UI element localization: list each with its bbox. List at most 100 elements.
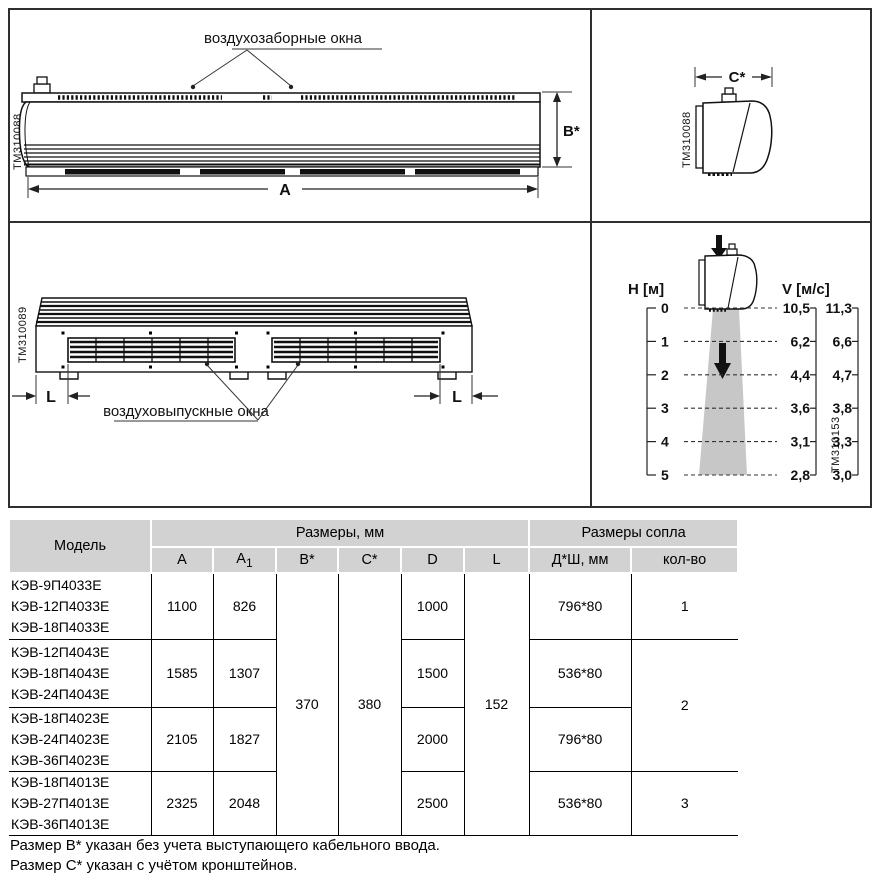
height-bracket [646,307,656,476]
drawings-box: TM310088 воздухозаборные окна [8,8,872,508]
col-header-nozzle-count: кол-во [630,546,740,574]
nozzle-cell: 536*80 [528,639,632,708]
svg-text:11,3: 11,3 [826,300,853,316]
tm-code-velocity: TM310153 [830,416,842,473]
nozzle-cell: 536*80 [528,771,632,836]
bottom-view-drawing: TM310089 [12,297,498,422]
b-cell: 370 [275,573,339,836]
velocity-scale-2: 11,3 6,6 4,7 3,8 3,3 3,0 [826,300,853,483]
count-cell: 2 [630,639,739,772]
tm-code-side: TM310088 [681,111,693,168]
col-header-b: B* [275,546,339,574]
count-cell: 1 [630,573,739,640]
nozzle-cell: 796*80 [528,707,632,772]
table-row-group-4: КЭВ-18П4013Е КЭВ-27П4013Е КЭВ-36П4013Е 2… [9,771,739,836]
outlet-leader-lines [114,364,299,422]
model-cell: КЭВ-12П4043Е КЭВ-18П4043Е КЭВ-24П4043Е [9,639,152,708]
mounting-dots [61,331,445,369]
a-cell: 1585 [150,639,214,708]
outlet-grille-right [271,337,441,363]
count-cell: 3 [630,771,739,836]
unit-mini-drawing [698,235,758,312]
intake-windows-label: воздухозаборные окна [204,30,363,47]
svg-text:3,0: 3,0 [833,467,853,483]
svg-text:0: 0 [661,300,669,316]
model-cell: КЭВ-18П4023Е КЭВ-24П4023Е КЭВ-36П4023Е [9,707,152,772]
col-group-dimensions: Размеры, мм [149,518,531,548]
air-stream-cone [699,309,747,475]
svg-text:6,2: 6,2 [791,333,811,349]
svg-text:5: 5 [661,467,669,483]
svg-text:4,4: 4,4 [791,367,811,383]
model-cell: КЭВ-18П4013Е КЭВ-27П4013Е КЭВ-36П4013Е [9,771,152,836]
svg-text:2,8: 2,8 [791,467,811,483]
footnote-c: Размер C* указан с учётом кронштейнов. [10,857,298,874]
svg-text:3,1: 3,1 [791,434,811,450]
svg-text:3,6: 3,6 [791,400,811,416]
side-view-drawing: TM310088 C* [681,67,773,176]
col-header-a1: A1 [212,546,277,574]
svg-text:2: 2 [661,367,669,383]
col-group-nozzle: Размеры сопла [528,518,740,548]
dim-b: B* [542,91,580,168]
dim-a-label: A [279,182,291,199]
bottom-feet [65,169,520,175]
col-header-nozzle-size: Д*Ш, мм [528,546,633,574]
velocity-diagram: H [м] V [м/с] [628,235,859,483]
a-cell: 2105 [150,707,214,772]
footnote-b: Размер B* указан без учета выступающего … [10,837,440,854]
leader-dot [295,361,301,367]
col-header-c: C* [337,546,402,574]
svg-text:1: 1 [661,333,669,349]
front-ridges [24,144,540,166]
vertical-divider [590,10,592,506]
d-cell: 1500 [400,639,465,708]
a1-cell: 1307 [212,639,277,708]
nozzle-cell: 796*80 [528,573,632,640]
outlet-windows-label: воздуховыпускные окна [103,403,269,420]
svg-text:4,7: 4,7 [833,367,853,383]
leader-dot [288,84,294,90]
velocity-scale-1: 10,5 6,2 4,4 3,6 3,1 2,8 [783,300,810,483]
mounting-brackets [59,372,457,380]
level-dashed-lines [684,307,777,476]
outlet-grille-left [67,337,236,363]
d-cell: 1000 [400,573,465,640]
velocity-axis-label: V [м/с] [782,281,830,298]
model-cell: КЭВ-9П4033Е КЭВ-12П4033Е КЭВ-18П4033Е [9,573,152,640]
leader-dot [204,361,210,367]
col-header-l: L [462,546,531,574]
dim-c: C* [694,67,773,87]
svg-text:6,6: 6,6 [833,333,853,349]
svg-text:3,8: 3,8 [833,400,853,416]
dim-b-label: B* [563,123,580,140]
dim-l-left: L [12,364,90,406]
a-cell: 2325 [150,771,214,836]
intake-leader-lines [192,48,382,87]
dim-l-right-label: L [452,389,462,406]
a-cell: 1100 [150,573,214,640]
stream-arrow [714,343,731,379]
unit-front-body [18,76,541,177]
c-cell: 380 [337,573,402,836]
col-header-d: D [400,546,465,574]
table-row-group-3: КЭВ-18П4023Е КЭВ-24П4023Е КЭВ-36П4023Е 2… [9,707,738,772]
svg-text:4: 4 [661,434,669,450]
a1-cell: 826 [212,573,277,640]
svg-text:10,5: 10,5 [783,300,810,316]
leader-dot [190,84,196,90]
dim-l-right: L [414,364,498,406]
col-header-a: A [150,546,214,574]
velocity-bracket-2 [852,307,859,476]
height-scale: 0 1 2 3 4 5 [661,300,669,483]
dim-a: A [27,177,539,199]
dim-l-left-label: L [46,389,56,406]
a1-cell: 2048 [212,771,277,836]
dimensions-table: Модель Размеры, мм Размеры сопла A A1 B*… [8,518,740,836]
outlet-grilles [61,331,445,369]
unit-side-body [695,87,773,176]
dim-c-label: C* [729,69,746,86]
tm-code-bottom: TM310089 [17,306,29,363]
table-row-group-2: КЭВ-12П4043Е КЭВ-18П4043Е КЭВ-24П4043Е 1… [9,639,739,772]
